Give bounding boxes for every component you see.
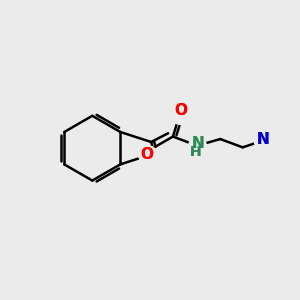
- Text: O: O: [174, 103, 187, 118]
- Text: H: H: [190, 145, 201, 158]
- Text: H: H: [190, 145, 201, 158]
- Text: O: O: [174, 103, 187, 118]
- Text: N: N: [191, 136, 204, 151]
- Text: O: O: [140, 147, 154, 162]
- Text: N: N: [257, 132, 270, 147]
- Text: N: N: [191, 136, 204, 151]
- Text: N: N: [257, 132, 270, 147]
- Text: O: O: [140, 147, 154, 162]
